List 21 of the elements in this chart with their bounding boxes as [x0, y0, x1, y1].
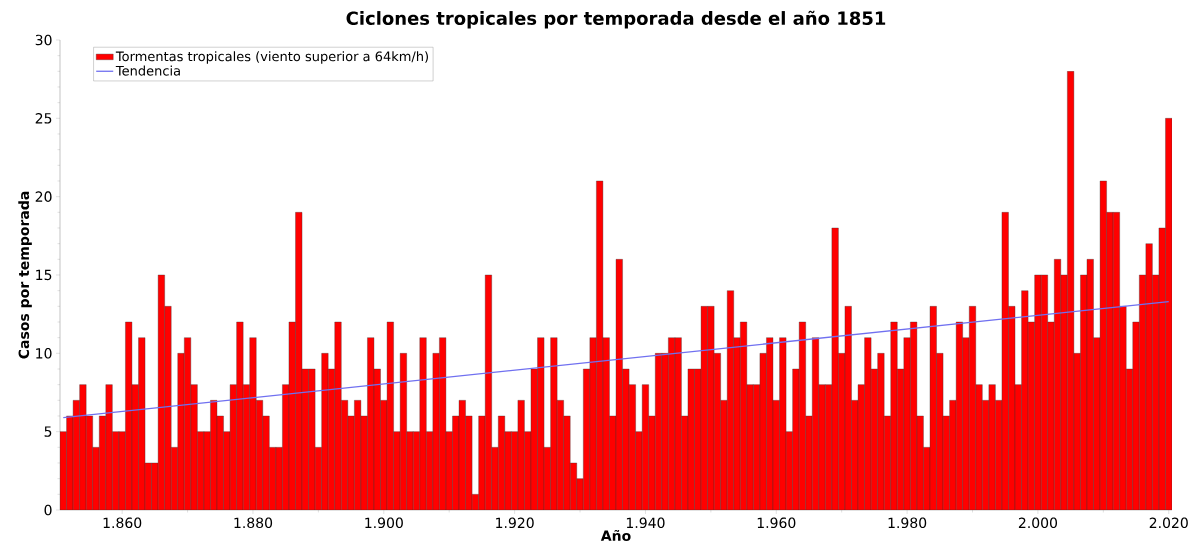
x-tick-label: 1.880 [234, 517, 273, 529]
y-tick-label: 20 [35, 191, 52, 202]
y-tick-label: 0 [44, 504, 52, 516]
x-axis-title: Año [600, 529, 631, 542]
x-tick-label: 1.860 [103, 517, 142, 529]
y-tick-label: 10 [36, 348, 52, 359]
x-tick-label: 1.940 [626, 517, 665, 529]
x-tick-label: 1.980 [888, 517, 927, 529]
x-tick-label: 2.020 [1149, 517, 1188, 529]
x-tick-label: 2.000 [1018, 517, 1058, 529]
y-tick-label: 15 [36, 269, 52, 281]
y-tick-label: 5 [44, 426, 52, 437]
y-axis-title: Casos por temporada [18, 191, 32, 359]
x-tick-label: 1.960 [757, 517, 796, 529]
x-tick-label: 1.900 [365, 517, 403, 529]
y-tick-label: 30 [35, 34, 52, 46]
x-tick-label: 1.920 [496, 517, 534, 529]
legend-label: Tormentas tropicales (viento superior a 64km/h) [115, 51, 428, 64]
legend-label: Tendencia [115, 65, 180, 76]
chart-title: Ciclones tropicales por temporada desde el año 1851 [346, 10, 886, 29]
y-tick-label: 25 [35, 113, 52, 124]
